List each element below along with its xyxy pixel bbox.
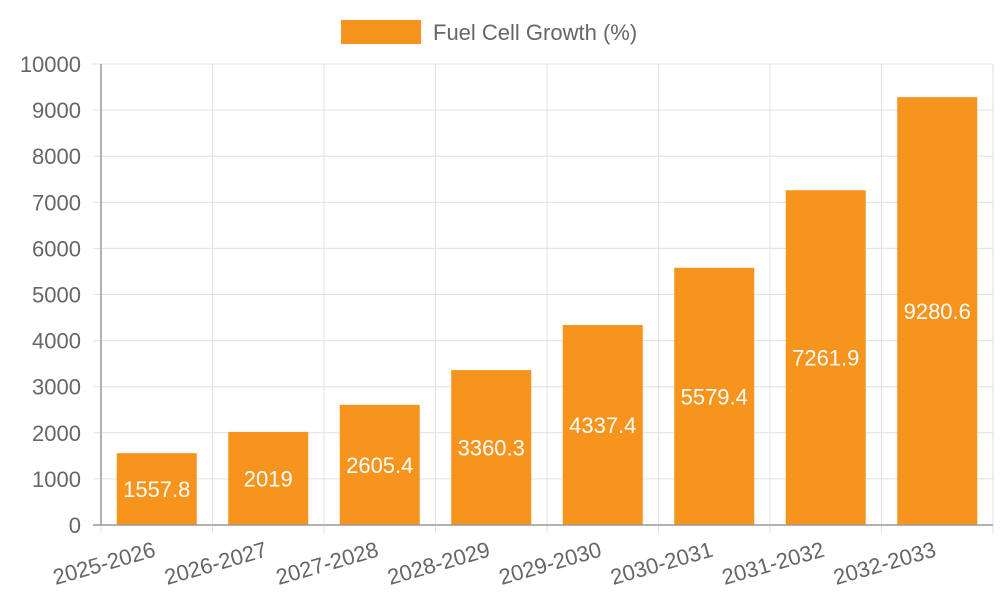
legend-swatch: [341, 20, 421, 44]
bar: [228, 431, 309, 525]
bar: [897, 97, 978, 525]
y-tick-label: 6000: [32, 236, 81, 261]
bar-data-label: 7261.9: [792, 346, 859, 371]
x-tick-label: 2025-2026: [50, 537, 158, 590]
legend: Fuel Cell Growth (%): [341, 20, 637, 45]
bar-data-label: 2605.4: [346, 453, 413, 478]
y-tick-label: 2000: [32, 421, 81, 446]
bar: [116, 453, 197, 525]
y-tick-label: 4000: [32, 329, 81, 354]
bar-data-label: 5579.4: [681, 384, 748, 409]
y-tick-label: 0: [69, 513, 81, 538]
bar: [562, 325, 643, 525]
bar-data-label: 2019: [244, 466, 293, 491]
bar-labels: 1557.8 2019 2605.4 3360.3 4337.4 5579.4 7261.9…: [123, 299, 971, 502]
bar-data-label: 9280.6: [904, 299, 971, 324]
x-tick-label: 2031-2032: [719, 537, 827, 590]
bars: [116, 97, 978, 525]
y-tick-label: 8000: [32, 144, 81, 169]
y-tick-label: 5000: [32, 283, 81, 308]
bar-data-label: 4337.4: [569, 413, 636, 438]
y-tick-label: 3000: [32, 375, 81, 400]
y-tick-label: 9000: [32, 98, 81, 123]
bar: [785, 190, 866, 525]
legend-label: Fuel Cell Growth (%): [433, 20, 637, 45]
y-axis-ticks: 0 1000 2000 3000 4000 5000 6000 7000 8000 9000 100…: [20, 52, 81, 538]
x-tick-label: 2027-2028: [273, 537, 381, 590]
x-tick-label: 2028-2029: [385, 537, 493, 590]
x-tick-label: 2029-2030: [496, 537, 604, 590]
x-tick-label: 2026-2027: [162, 537, 270, 590]
bar-data-label: 3360.3: [458, 436, 525, 461]
x-tick-label: 2030-2031: [608, 537, 716, 590]
y-tick-label: 7000: [32, 190, 81, 215]
bar-data-label: 1557.8: [123, 477, 190, 502]
x-tick-label: 2032-2033: [831, 537, 939, 590]
x-axis-ticks: 2025-2026 2026-2027 2027-2028 2028-2029 2029…: [50, 537, 939, 590]
bar: [674, 267, 755, 525]
y-tick-label: 10000: [20, 52, 81, 77]
bar: [339, 404, 420, 525]
bar: [451, 370, 532, 525]
y-tick-label: 1000: [32, 467, 81, 492]
